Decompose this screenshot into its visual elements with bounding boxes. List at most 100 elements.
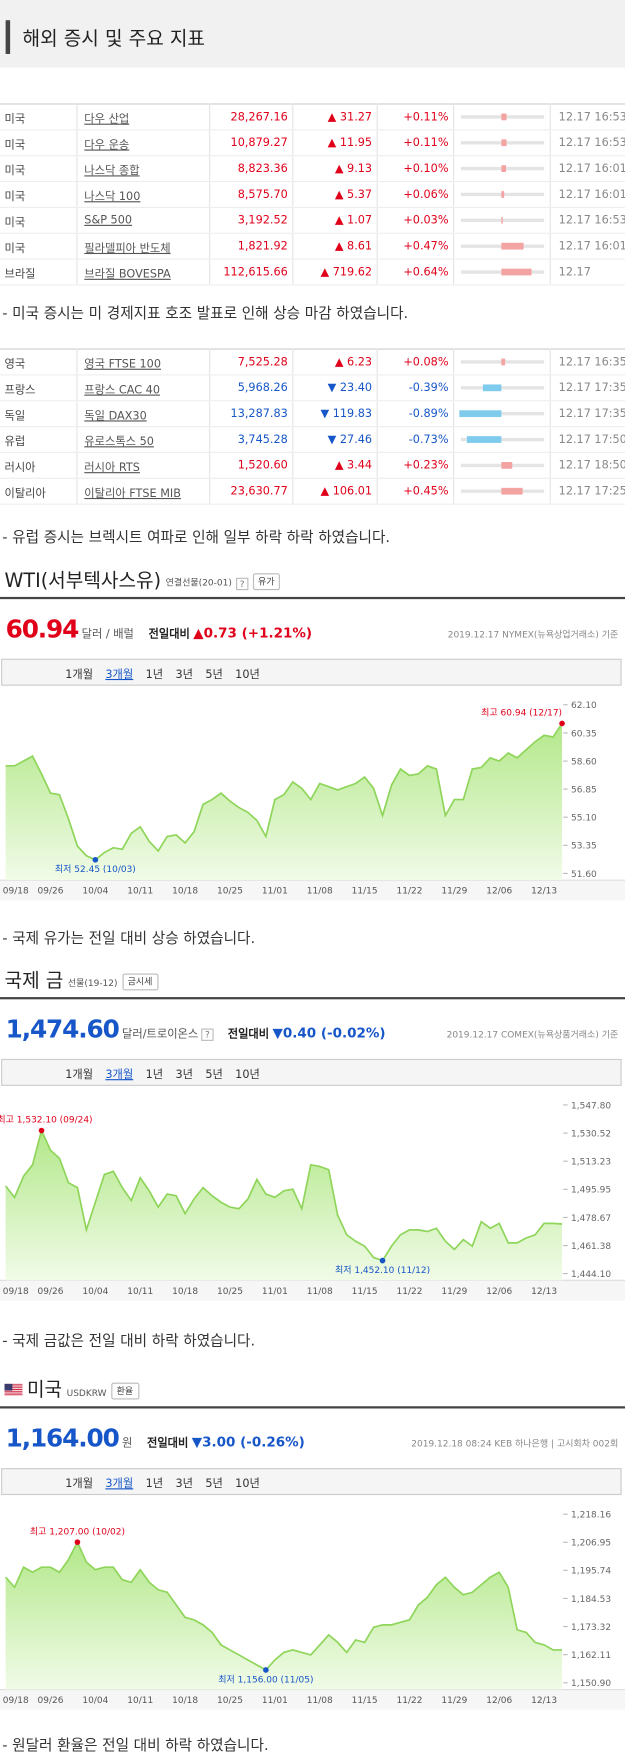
note: - 국제 금값은 전일 대비 하락 하였습니다. <box>2 1333 256 1351</box>
period-tab[interactable]: 10년 <box>235 1477 260 1490</box>
y-tick-label: 1,206.95 <box>571 1539 611 1549</box>
help-icon[interactable]: ? <box>201 1028 214 1041</box>
time: 12.17 17:50 <box>549 426 625 454</box>
help-icon[interactable]: ? <box>236 577 248 591</box>
price: 1,474.60 <box>5 1016 120 1045</box>
price-unit: 달러 / 배럴 <box>81 628 134 641</box>
index-link[interactable]: 다우 운송 <box>84 138 130 152</box>
bar-chart <box>460 462 545 469</box>
period-tab[interactable]: 3년 <box>175 1068 193 1081</box>
x-tick-label: 09/18 <box>3 1696 29 1706</box>
chart-header: 국제 금 선물(19-12) 금시세 <box>4 968 159 993</box>
bar-cell <box>453 155 551 183</box>
period-tab[interactable]: 3개월 <box>105 1068 134 1081</box>
price-chart: 1,547.80 1,530.52 1,513.23 1,495.95 1,478.67… <box>0 1101 625 1301</box>
chart-button[interactable]: 유가 <box>252 573 281 591</box>
index-pct: +0.08% <box>376 349 454 376</box>
y-tick-label: 51.60 <box>571 870 597 880</box>
period-tabs: 1개월 3개월 1년 3년 5년 10년 <box>1 1468 622 1496</box>
index-pct: -0.39% <box>376 374 454 402</box>
period-tab[interactable]: 5년 <box>205 668 223 681</box>
y-tick-label: 1,461.38 <box>571 1242 611 1252</box>
period-tab[interactable]: 10년 <box>235 668 260 681</box>
high-point <box>74 1539 81 1545</box>
period-tab[interactable]: 3년 <box>175 668 193 681</box>
index-pct: +0.06% <box>376 181 454 208</box>
x-tick-label: 10/04 <box>82 1287 108 1297</box>
period-tab[interactable]: 3년 <box>175 1477 193 1490</box>
flag-stripe <box>4 1387 23 1389</box>
price-chart: 1,218.16 1,206.95 1,195.74 1,184.53 1,173.32… <box>0 1511 625 1710</box>
index-link[interactable]: S&P 500 <box>84 214 133 227</box>
index-value: 23,630.77 <box>209 478 293 505</box>
index-link[interactable]: 필라델피아 반도체 <box>84 242 171 255</box>
change-bar <box>501 139 507 147</box>
x-tick-label: 11/29 <box>441 887 467 897</box>
index-link[interactable]: 유로스톡스 50 <box>84 435 154 448</box>
chart-button[interactable]: 환율 <box>111 1382 139 1400</box>
country: 미국 <box>0 207 78 234</box>
index-link[interactable]: 브라질 BOVESPA <box>84 268 171 281</box>
time: 12.17 17:35 <box>549 374 625 402</box>
x-tick-label: 10/11 <box>127 1696 153 1706</box>
index-change: ▲ 5.37 <box>292 181 378 208</box>
index-value: 7,525.28 <box>209 349 293 376</box>
index-pct: -0.73% <box>376 426 454 454</box>
chart-button[interactable]: 금시세 <box>122 973 159 991</box>
bar-chart <box>459 410 545 418</box>
time: 12.17 16:01 <box>549 233 625 260</box>
period-tab[interactable]: 3개월 <box>105 668 134 681</box>
period-tab[interactable]: 10년 <box>235 1068 260 1081</box>
index-link[interactable]: 이탈리아 FTSE MIB <box>84 487 181 500</box>
table-row: 러시아 러시아 RTS 1,520.60 ▲ 3.44 +0.23% 12.17 18:5… <box>0 452 625 479</box>
name-cell: 브라질 BOVESPA <box>76 259 210 286</box>
flag-stripe <box>4 1389 23 1390</box>
country: 프랑스 <box>0 374 78 402</box>
period-tab[interactable]: 1년 <box>145 668 164 681</box>
x-tick-label: 11/01 <box>262 887 288 897</box>
index-link[interactable]: 나스닥 100 <box>84 190 141 203</box>
bar-chart <box>460 191 545 198</box>
period-tab[interactable]: 1개월 <box>65 1068 94 1081</box>
x-tick-label: 11/01 <box>262 1696 288 1706</box>
bar-chart <box>460 436 545 443</box>
table-row: 유럽 유로스톡스 50 3,745.28 ▼ 27.46 -0.73% 12.17 17:… <box>0 426 625 454</box>
price: 60.94 <box>5 616 80 645</box>
period-tab[interactable]: 5년 <box>205 1068 223 1081</box>
index-change: ▼ 27.46 <box>292 426 378 454</box>
source: 2019.12.17 NYMEX(뉴욕상업거래소) 기준 <box>447 629 619 640</box>
flag-stripe <box>4 1394 23 1396</box>
country: 미국 <box>0 181 78 208</box>
low-point <box>92 856 99 863</box>
change-bar <box>466 436 502 443</box>
x-tick-label: 12/13 <box>531 1287 557 1297</box>
y-tick-label: 1,478.67 <box>571 1214 611 1224</box>
x-tick-label: 09/26 <box>38 1696 64 1706</box>
table-row: 독일 독일 DAX30 13,287.83 ▼ 119.83 -0.89% 12.17 1… <box>0 400 625 428</box>
table-row: 미국 다우 운송 10,879.27 ▲ 11.95 +0.11% 12.17 16:53 <box>0 129 625 157</box>
index-link[interactable]: 영국 FTSE 100 <box>84 358 161 371</box>
axis-strip <box>0 880 625 901</box>
y-tick-label: 1,195.74 <box>571 1567 611 1577</box>
index-link[interactable]: 프랑스 CAC 40 <box>84 383 160 397</box>
index-value: 3,745.28 <box>209 426 293 454</box>
index-value: 5,968.26 <box>209 374 293 402</box>
low-label: 최저 52.45 (10/03) <box>55 864 136 875</box>
bar-cell <box>453 181 551 208</box>
period-tab[interactable]: 1개월 <box>65 1477 94 1490</box>
x-tick-label: 09/26 <box>38 887 64 897</box>
flag-stripe <box>4 1390 23 1392</box>
period-tab[interactable]: 5년 <box>205 1477 223 1490</box>
axis-strip <box>0 1689 625 1710</box>
period-tab[interactable]: 1개월 <box>65 668 94 681</box>
index-link[interactable]: 다우 산업 <box>84 112 130 126</box>
index-link[interactable]: 러시아 RTS <box>84 461 140 474</box>
period-tab[interactable]: 1년 <box>145 1068 164 1081</box>
country: 영국 <box>0 349 78 376</box>
period-tab[interactable]: 1년 <box>145 1477 164 1490</box>
index-link[interactable]: 독일 DAX30 <box>84 409 147 423</box>
index-link[interactable]: 나스닥 종합 <box>84 164 140 178</box>
x-tick-label: 12/13 <box>531 1696 557 1706</box>
y-tick-label: 1,444.10 <box>571 1270 611 1280</box>
period-tab[interactable]: 3개월 <box>105 1477 134 1490</box>
